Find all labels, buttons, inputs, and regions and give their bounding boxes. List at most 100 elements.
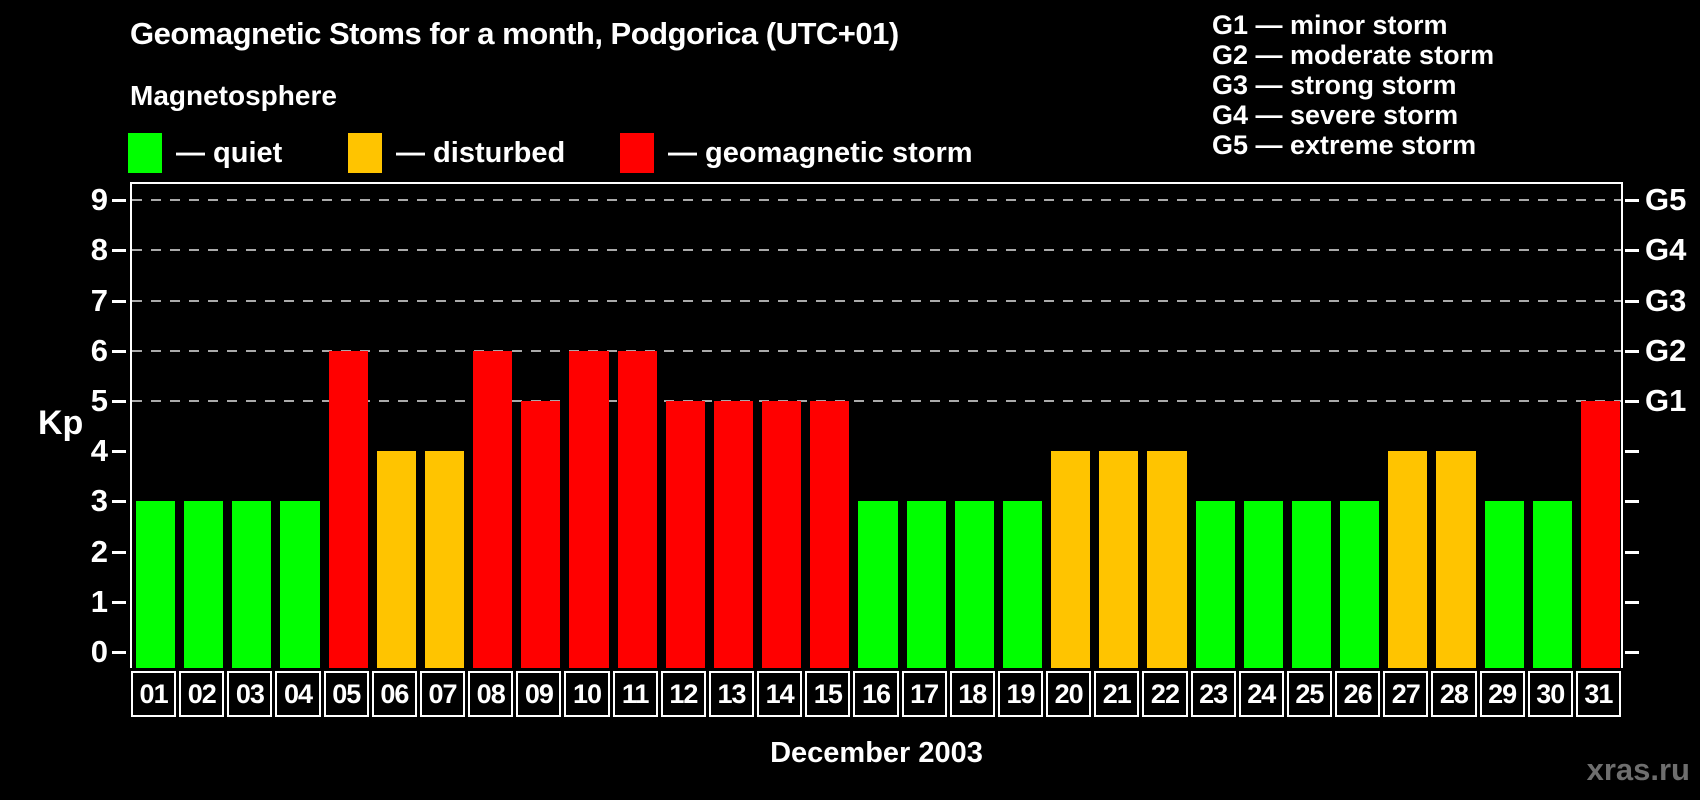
gridline-kp-9 [132, 199, 1621, 202]
bar-day-19 [1002, 501, 1043, 668]
day-label-19: 19 [997, 671, 1044, 717]
right-axis-label-g3: G3 [1645, 282, 1687, 318]
y-tick-left-9 [112, 199, 126, 203]
x-axis-day-labels: 01 02 03 04 05 06 07 08 09 10 11 12 13 14 15 16 17 18 19 20… [130, 671, 1623, 717]
right-axis-label-g2: G2 [1645, 332, 1687, 368]
y-axis-label-7: 7 [90, 282, 108, 318]
y-axis-label-8: 8 [90, 232, 108, 268]
day-label-08: 08 [468, 671, 514, 717]
legend-item-storm: — geomagnetic storm [620, 132, 973, 174]
y-tick-right-4 [1625, 450, 1639, 454]
y-tick-right-3 [1625, 500, 1639, 504]
bar-day-25 [1291, 501, 1332, 668]
bar-day-16 [858, 501, 898, 668]
disturbed-color-swatch [348, 133, 382, 173]
bar-day-03 [232, 501, 272, 668]
bar-day-13 [713, 401, 754, 668]
day-label-26: 26 [1335, 671, 1381, 717]
day-label-10: 10 [564, 671, 610, 717]
y-axis-label-6: 6 [90, 332, 108, 368]
day-label-14: 14 [757, 671, 803, 717]
day-label-12: 12 [660, 671, 706, 717]
day-label-07: 07 [419, 671, 466, 717]
bar-day-17 [906, 501, 946, 668]
bar-day-06 [376, 451, 416, 668]
bar-day-02 [184, 501, 224, 668]
day-label-27: 27 [1383, 671, 1429, 717]
quiet-color-swatch [128, 133, 162, 173]
right-axis-label-g1: G1 [1645, 383, 1687, 418]
day-label-24: 24 [1238, 671, 1284, 717]
bar-day-07 [424, 451, 465, 668]
plot-area [130, 182, 1623, 668]
y-tick-right-7 [1625, 299, 1639, 303]
day-label-30: 30 [1527, 671, 1573, 717]
y-tick-right-9 [1625, 199, 1639, 203]
bar-day-27 [1388, 451, 1428, 668]
y-axis-label-2: 2 [90, 533, 108, 569]
legend-item-quiet: — quiet [128, 132, 282, 174]
bar-day-05 [328, 350, 368, 668]
bar-day-28 [1436, 451, 1476, 668]
bar-day-31 [1580, 401, 1620, 668]
bar-day-20 [1051, 451, 1091, 668]
y-axis-title: Kp [38, 404, 84, 442]
x-axis-title: December 2003 [770, 737, 983, 769]
bar-day-14 [762, 401, 802, 668]
bar-day-30 [1532, 501, 1572, 668]
bar-day-04 [280, 501, 320, 668]
g1-legend-line: G1 — minor storm [1212, 10, 1448, 40]
bar-day-21 [1099, 451, 1139, 668]
day-label-21: 21 [1094, 671, 1140, 717]
day-label-18: 18 [949, 671, 995, 717]
bar-day-29 [1484, 501, 1524, 668]
gridline-kp-6 [132, 349, 1621, 352]
y-tick-left-8 [112, 249, 126, 253]
day-label-03: 03 [227, 671, 273, 717]
y-axis-label-9: 9 [90, 182, 108, 218]
bar-day-10 [569, 350, 609, 668]
g4-legend-line: G4 — severe storm [1212, 100, 1459, 130]
day-label-16: 16 [853, 671, 899, 717]
day-label-15: 15 [805, 671, 851, 717]
gridline-kp-8 [132, 249, 1621, 252]
bar-day-01 [136, 501, 176, 668]
y-tick-right-6 [1625, 349, 1639, 353]
disturbed-label: — disturbed [396, 136, 566, 169]
bar-day-24 [1243, 501, 1283, 668]
chart-title: Geomagnetic Stoms for a month, Podgorica… [130, 16, 899, 51]
day-label-02: 02 [179, 671, 225, 717]
legend-item-disturbed: — disturbed [348, 132, 565, 174]
right-axis-label-g4: G4 [1645, 232, 1687, 268]
storm-color-swatch [620, 133, 654, 173]
y-tick-left-0 [112, 651, 126, 654]
day-label-05: 05 [323, 671, 369, 717]
y-tick-right-1 [1625, 600, 1639, 604]
y-tick-left-2 [112, 550, 126, 554]
bar-day-11 [617, 350, 657, 668]
y-tick-left-5 [112, 400, 126, 403]
y-axis-label-1: 1 [90, 583, 108, 619]
y-tick-left-6 [112, 349, 126, 353]
day-label-25: 25 [1286, 671, 1333, 717]
quiet-label: — quiet [176, 136, 283, 169]
g3-legend-line: G3 — strong storm [1212, 70, 1457, 100]
day-label-09: 09 [516, 671, 562, 717]
day-label-04: 04 [275, 671, 321, 717]
y-tick-right-5 [1625, 400, 1639, 403]
day-label-17: 17 [901, 671, 947, 717]
day-label-31: 31 [1575, 671, 1621, 717]
bar-day-15 [810, 401, 850, 668]
y-tick-right-8 [1625, 249, 1639, 253]
g5-legend-line: G5 — extreme storm [1212, 130, 1477, 160]
bar-day-09 [521, 401, 561, 668]
bar-day-23 [1195, 501, 1235, 668]
y-tick-left-7 [112, 299, 126, 303]
y-tick-left-3 [112, 500, 126, 504]
magnetosphere-label: Magnetosphere [130, 80, 337, 111]
bar-day-18 [954, 501, 994, 668]
day-label-20: 20 [1046, 671, 1092, 717]
gridline-kp-5 [132, 400, 1621, 402]
day-label-11: 11 [612, 671, 658, 717]
